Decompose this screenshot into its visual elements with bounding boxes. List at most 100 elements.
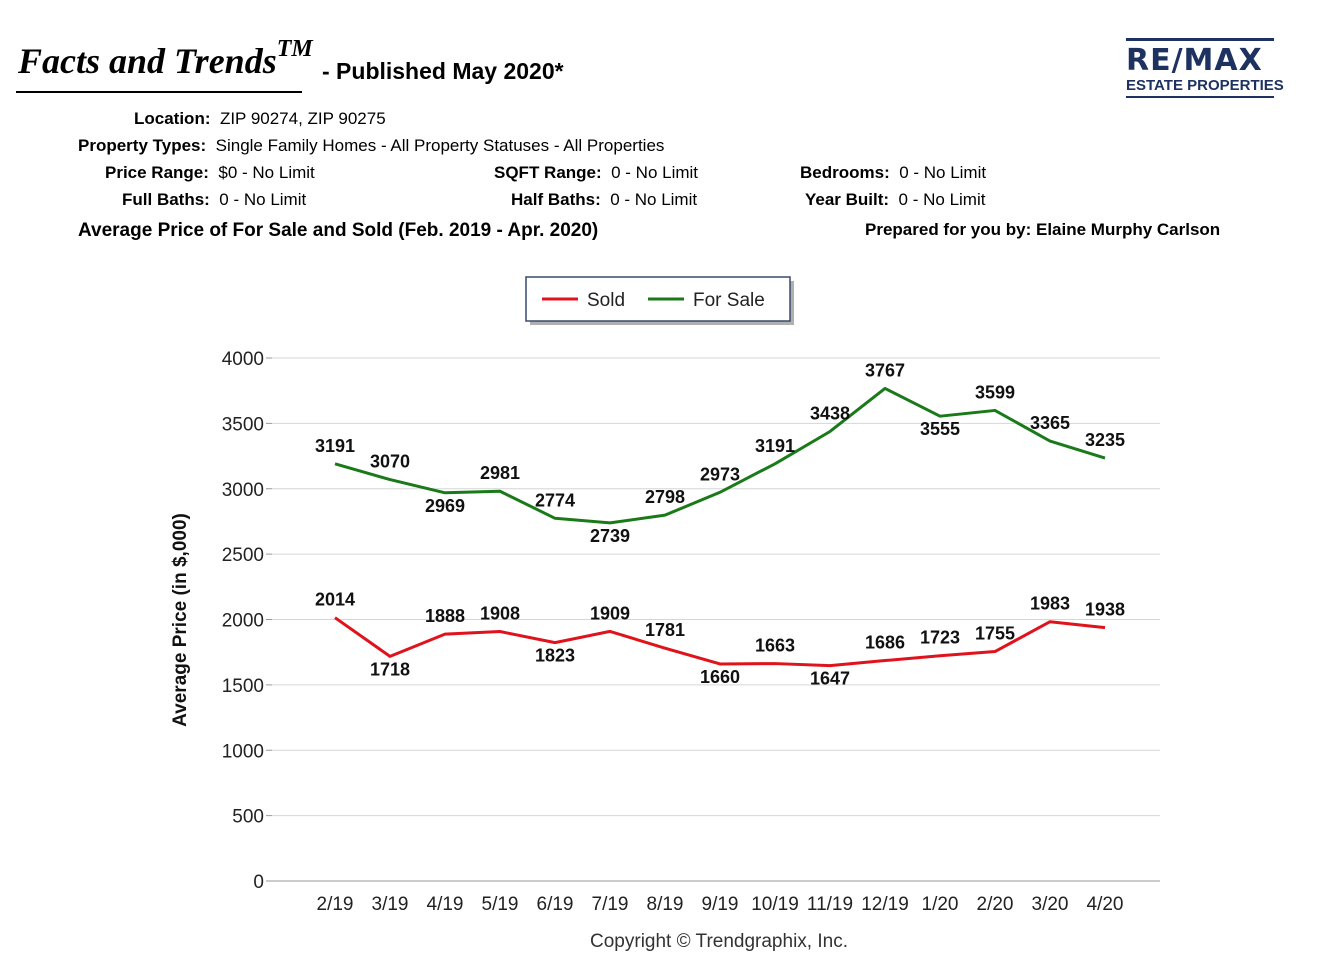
criteria-half-baths: Half Baths: 0 - No Limit [511, 190, 697, 210]
price-range-label: Price Range: [105, 163, 209, 182]
logo-bottom-rule [1126, 96, 1274, 98]
year-built-value: 0 - No Limit [898, 190, 986, 209]
sold-data-label: 1718 [370, 659, 410, 679]
sold-data-label: 1908 [480, 604, 520, 624]
chart-subtitle: Average Price of For Sale and Sold (Feb.… [78, 220, 599, 241]
half-baths-value: 0 - No Limit [610, 190, 698, 209]
x-tick-label: 3/19 [372, 894, 409, 915]
y-tick-label: 2500 [222, 545, 264, 566]
for-sale-data-label: 2981 [480, 463, 520, 483]
sold-data-label: 1983 [1030, 594, 1070, 614]
prepared-by: Prepared for you by: Elaine Murphy Carls… [865, 220, 1221, 239]
x-tick-label: 2/19 [317, 894, 354, 915]
y-tick-labels: 0 500 1000 1500 2000 2500 3000 3500 4000 [222, 349, 264, 893]
y-tick-label: 3500 [222, 414, 264, 435]
y-tick-label: 1000 [222, 741, 264, 762]
criteria-full-baths: Full Baths: 0 - No Limit [122, 190, 306, 210]
legend: Sold For Sale [525, 276, 794, 325]
property-types-label: Property Types: [78, 136, 207, 155]
y-tick-label: 2000 [222, 611, 264, 632]
full-baths-label: Full Baths: [122, 190, 210, 209]
y-tick-label: 4000 [222, 349, 264, 370]
for-sale-series-line [334, 386, 1106, 525]
bedrooms-label: Bedrooms: [800, 163, 890, 182]
property-types-value: Single Family Homes - All Property Statu… [215, 136, 665, 155]
remax-logo: RE/MAX ESTATE PROPERTIES [1126, 38, 1284, 98]
report-title-text: Facts and Trends [18, 41, 277, 81]
sold-data-label: 1755 [975, 624, 1015, 644]
sold-data-label: 1647 [810, 669, 850, 689]
logo-top-rule [1126, 38, 1274, 41]
report-title: Facts and TrendsTM [18, 36, 313, 82]
for-sale-data-label: 3767 [865, 360, 905, 380]
year-built-label: Year Built: [805, 190, 890, 209]
x-tick-label: 5/19 [482, 894, 519, 915]
x-tick-label: 3/20 [1032, 894, 1069, 915]
published-date: - Published May 2020* [322, 58, 564, 84]
x-tick-label: 11/19 [807, 894, 853, 915]
x-tick-label: 2/20 [977, 894, 1014, 915]
for-sale-data-label: 2774 [535, 490, 575, 510]
sold-data-label: 1938 [1085, 600, 1125, 620]
sold-data-label: 1781 [645, 620, 685, 640]
y-tick-label: 500 [232, 807, 264, 828]
criteria-sqft-range: SQFT Range: 0 - No Limit [494, 163, 698, 183]
location-label: Location: [134, 109, 211, 128]
y-tick-label: 3000 [222, 480, 264, 501]
criteria-price-range: Price Range: $0 - No Limit [105, 163, 315, 183]
x-tick-label: 10/19 [751, 894, 799, 915]
for-sale-data-label: 3191 [755, 436, 795, 456]
legend-sold-label: Sold [587, 290, 625, 311]
x-tick-label: 1/20 [922, 894, 959, 915]
x-tick-label: 7/19 [592, 894, 629, 915]
for-sale-data-label: 3438 [810, 403, 850, 423]
sold-data-label: 1823 [535, 646, 575, 666]
for-sale-data-label: 3191 [315, 436, 355, 456]
x-tick-labels: 2/19 3/19 4/19 5/19 6/19 7/19 8/19 9/19 10/19 11/… [317, 894, 1124, 915]
y-tick-label: 0 [253, 872, 264, 893]
sold-data-label: 1888 [425, 606, 465, 626]
criteria-bedrooms: Bedrooms: 0 - No Limit [800, 163, 986, 183]
y-axis-label: Average Price (in $,000) [170, 513, 191, 727]
for-sale-data-label: 3070 [370, 452, 410, 472]
for-sale-data-label: 2969 [425, 496, 465, 516]
trademark-mark: TM [276, 36, 313, 62]
y-tick-label: 1500 [222, 676, 264, 697]
sold-data-label: 1660 [700, 667, 740, 687]
for-sale-data-label: 3365 [1030, 413, 1070, 433]
half-baths-label: Half Baths: [511, 190, 601, 209]
sold-data-label: 1723 [920, 628, 960, 648]
criteria-year-built: Year Built: 0 - No Limit [805, 190, 985, 210]
sold-data-label: 2014 [315, 590, 355, 610]
sold-data-label: 1663 [755, 636, 795, 656]
sqft-range-value: 0 - No Limit [611, 163, 699, 182]
logo-subtitle: ESTATE PROPERTIES [1126, 77, 1284, 94]
location-value: ZIP 90274, ZIP 90275 [219, 109, 386, 128]
criteria-location: Location: ZIP 90274, ZIP 90275 [134, 109, 386, 129]
gridlines [266, 357, 1160, 882]
sqft-range-label: SQFT Range: [494, 163, 602, 182]
criteria-property-types: Property Types: Single Family Homes - Al… [78, 136, 664, 156]
sold-data-label: 1909 [590, 603, 630, 623]
x-tick-label: 4/20 [1087, 894, 1124, 915]
copyright-text: Copyright © Trendgraphix, Inc. [590, 931, 848, 952]
for-sale-data-label: 3555 [920, 419, 960, 439]
x-tick-label: 12/19 [861, 894, 909, 915]
x-tick-label: 4/19 [427, 894, 464, 915]
full-baths-value: 0 - No Limit [219, 190, 307, 209]
data-labels: 2014 1718 1888 1908 1823 1909 1781 1660 1663 1647… [315, 360, 1125, 688]
x-tick-label: 6/19 [537, 894, 574, 915]
sold-series-line [334, 616, 1106, 668]
x-tick-label: 8/19 [647, 894, 684, 915]
title-underline [16, 91, 302, 93]
for-sale-data-label: 3235 [1085, 430, 1125, 450]
sold-data-label: 1686 [865, 633, 905, 653]
for-sale-data-label: 3599 [975, 382, 1015, 402]
legend-for-sale-label: For Sale [693, 290, 765, 311]
for-sale-data-label: 2973 [700, 464, 740, 484]
logo-wordmark: RE/MAX [1126, 43, 1263, 78]
x-tick-label: 9/19 [702, 894, 739, 915]
bedrooms-value: 0 - No Limit [899, 163, 987, 182]
price-range-value: $0 - No Limit [218, 163, 315, 182]
